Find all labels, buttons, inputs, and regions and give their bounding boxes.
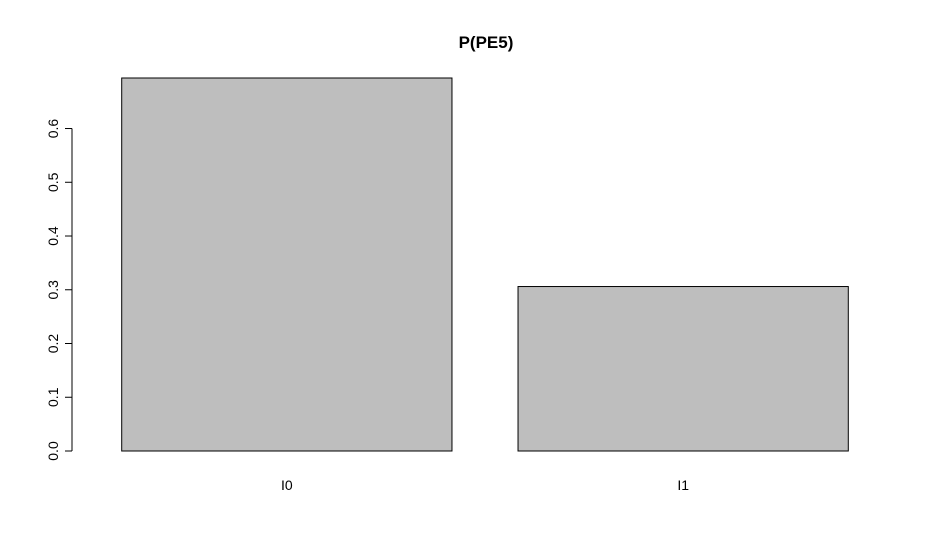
x-category-label: I0 bbox=[281, 477, 293, 493]
x-axis-labels: I0 I1 bbox=[281, 477, 689, 493]
y-tick-label: 0.3 bbox=[45, 280, 61, 300]
y-tick-label: 0.4 bbox=[45, 226, 61, 246]
bar-i1 bbox=[517, 286, 849, 452]
y-axis: 0.0 0.1 0.2 0.3 0.4 0.5 0.6 bbox=[45, 119, 73, 461]
y-tick-label: 0.2 bbox=[45, 334, 61, 354]
y-tick-label: 0.6 bbox=[45, 119, 61, 139]
bar-i0 bbox=[121, 77, 453, 452]
x-category-label: I1 bbox=[677, 477, 689, 493]
chart-title: P(PE5) bbox=[459, 33, 514, 52]
y-tick-label: 0.1 bbox=[45, 387, 61, 407]
y-tick-label: 0.0 bbox=[45, 441, 61, 461]
y-tick-label: 0.5 bbox=[45, 172, 61, 192]
bars bbox=[121, 77, 849, 452]
